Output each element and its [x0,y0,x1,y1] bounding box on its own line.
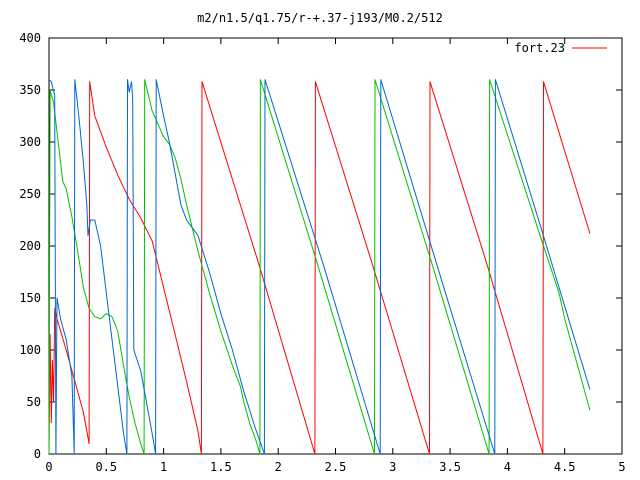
y-tick-label: 50 [27,395,41,409]
legend-label: fort.23 [514,41,565,55]
x-tick-label: 3.5 [439,460,461,474]
y-tick-label: 200 [19,239,41,253]
x-axis: 0 0.5 1 1.5 2 2.5 3 3.5 4 4.5 5 [45,38,626,474]
plot-area-border [48,37,623,455]
x-tick-label: 2.5 [325,460,347,474]
y-tick-label: 300 [19,135,41,149]
series-line-2 [48,79,591,455]
y-tick-label: 150 [19,291,41,305]
x-tick-label: 4 [504,460,511,474]
x-tick-label: 0.5 [95,460,117,474]
y-tick-label: 0 [34,447,41,461]
x-tick-label: 2 [275,460,282,474]
y-tick-label: 400 [19,31,41,45]
x-tick-label: 4.5 [554,460,576,474]
x-tick-label: 3 [389,460,396,474]
series-line-3 [48,79,591,455]
y-tick-label: 350 [19,83,41,97]
y-axis: 0 50 100 150 200 250 300 350 400 [19,31,622,461]
legend: fort.23 [514,41,607,55]
y-tick-label: 250 [19,187,41,201]
chart-title: m2/n1.5/q1.75/r-+.37-j193/M0.2/512 [197,11,443,25]
y-tick-label: 100 [19,343,41,357]
x-tick-label: 0 [45,460,52,474]
series-layer [48,79,591,455]
x-tick-label: 5 [618,460,625,474]
x-tick-label: 1 [160,460,167,474]
x-tick-label: 1.5 [210,460,232,474]
